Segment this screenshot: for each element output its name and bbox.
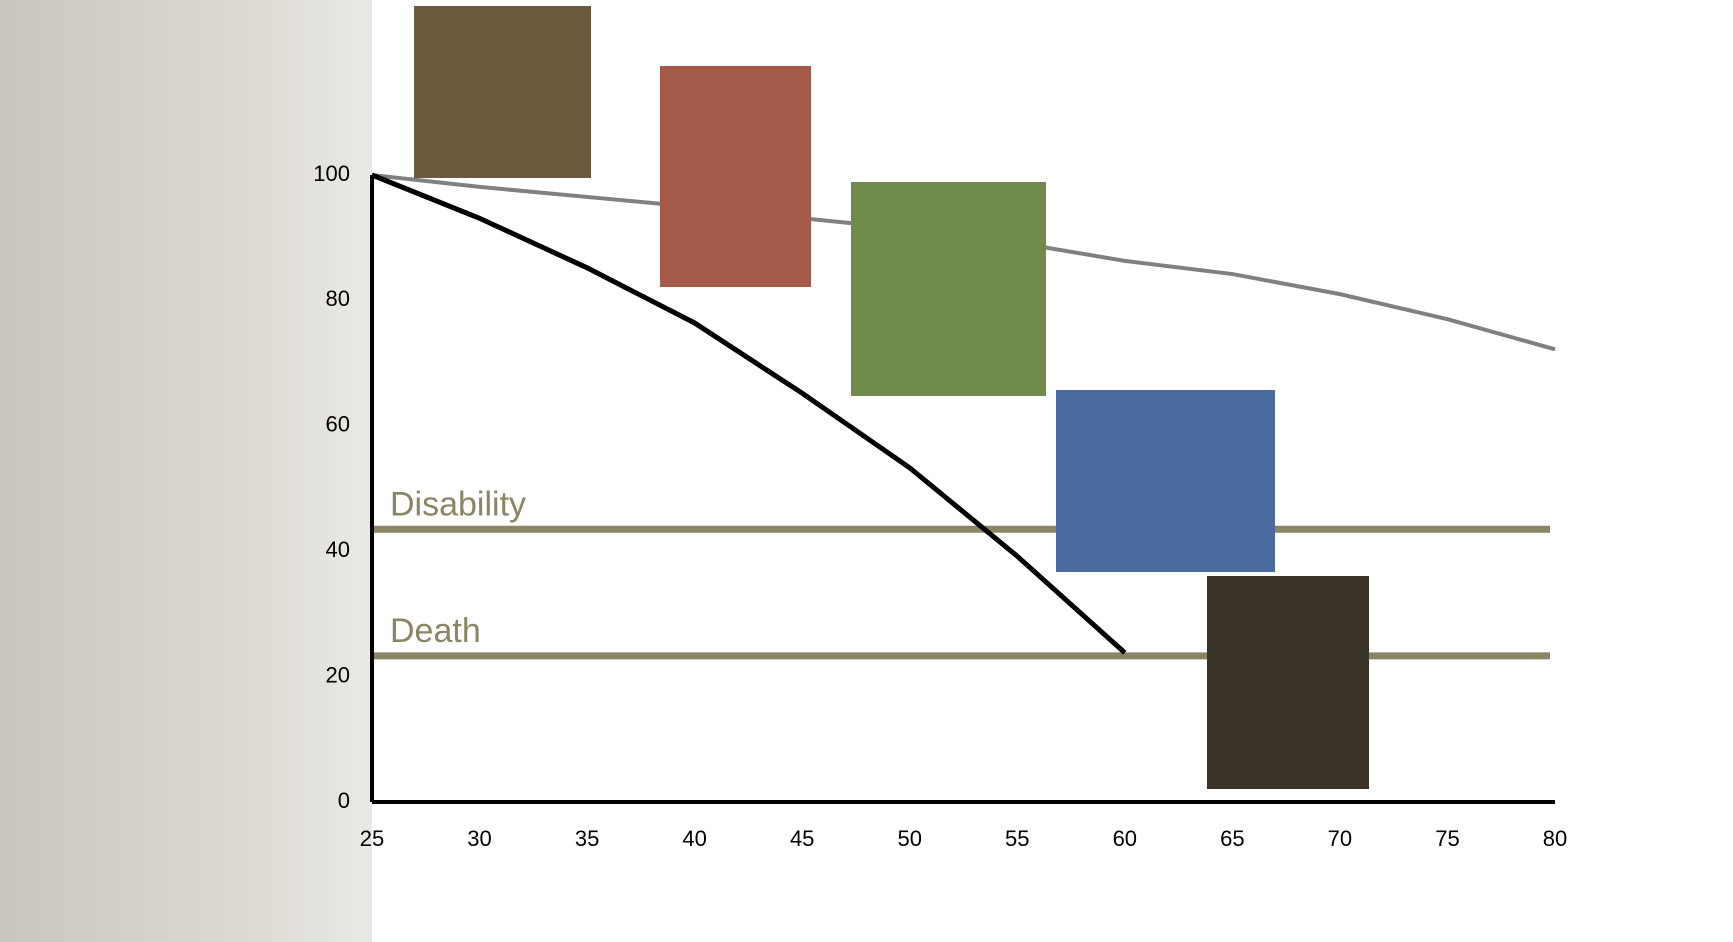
y-tick-label: 40 [326,537,350,562]
photo [414,6,591,178]
reference-label: Disability [390,485,526,523]
x-tick-label: 70 [1328,826,1352,851]
x-tick-label: 40 [682,826,706,851]
photo [1056,390,1275,572]
x-tick-label: 35 [575,826,599,851]
y-tick-label: 20 [326,662,350,687]
x-tick-label: 65 [1220,826,1244,851]
y-tick-label: 0 [338,788,350,813]
reference-label: Death [390,612,481,650]
photo [660,66,811,287]
x-tick-label: 25 [360,826,384,851]
y-tick-label: 80 [326,286,350,311]
x-tick-label: 55 [1005,826,1029,851]
y-tick-label: 100 [313,161,350,186]
x-tick-label: 75 [1435,826,1459,851]
background-photo [0,0,372,942]
x-tick-label: 80 [1543,826,1567,851]
x-tick-label: 45 [790,826,814,851]
x-tick-label: 30 [467,826,491,851]
series-line [371,172,1127,655]
x-tick-label: 60 [1113,826,1137,851]
y-tick-label: 60 [326,412,350,437]
photo [1207,576,1369,789]
x-tick-label: 50 [897,826,921,851]
photos [414,6,1369,789]
photo [851,182,1046,396]
